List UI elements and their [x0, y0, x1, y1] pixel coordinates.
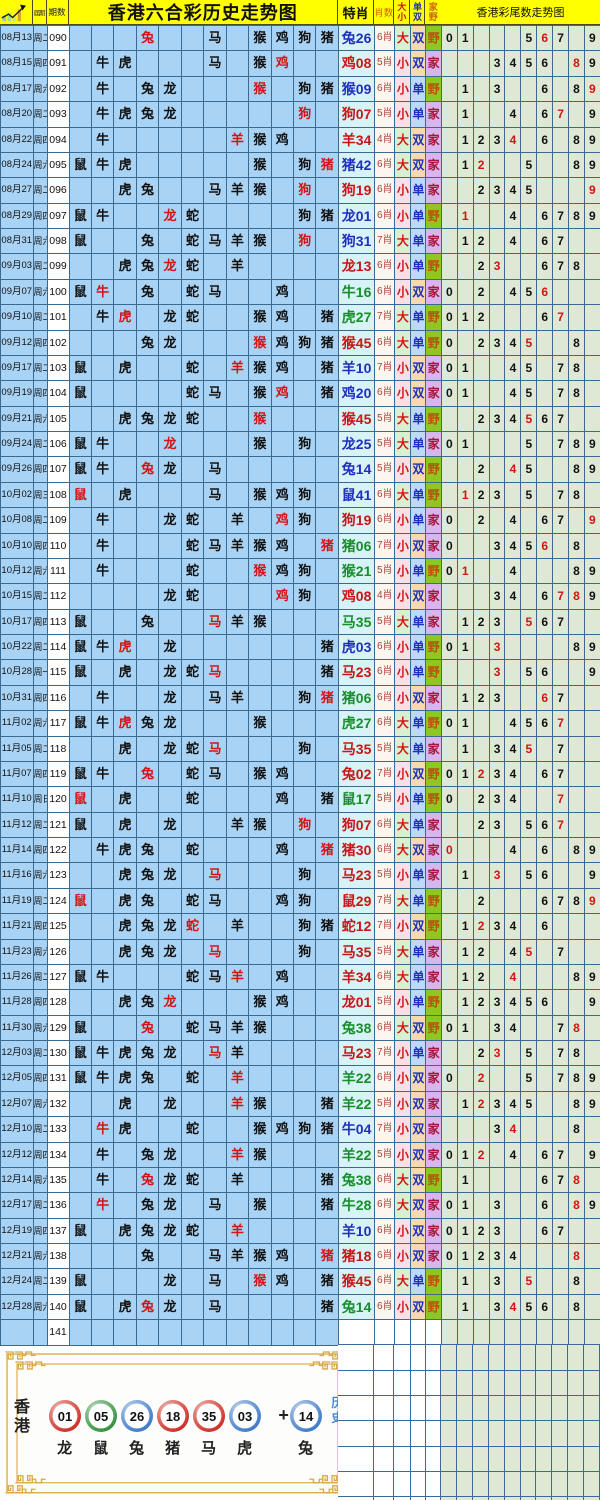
svg-text:01: 01: [57, 1409, 71, 1424]
svg-text:05: 05: [93, 1409, 107, 1424]
svg-text:35: 35: [201, 1409, 215, 1424]
svg-text:14: 14: [298, 1409, 313, 1424]
svg-text:26: 26: [129, 1409, 143, 1424]
svg-text:18: 18: [165, 1409, 179, 1424]
svg-text:03: 03: [237, 1409, 251, 1424]
